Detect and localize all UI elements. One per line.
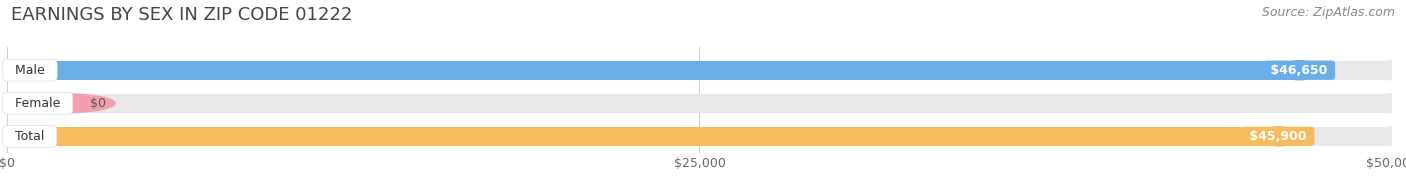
Ellipse shape xyxy=(0,94,24,113)
Text: Female: Female xyxy=(7,97,69,110)
Ellipse shape xyxy=(1375,94,1406,113)
Text: Source: ZipAtlas.com: Source: ZipAtlas.com xyxy=(1261,6,1395,19)
Ellipse shape xyxy=(10,94,115,113)
Ellipse shape xyxy=(0,127,24,146)
Ellipse shape xyxy=(0,61,24,80)
Bar xyxy=(7,127,1278,146)
Ellipse shape xyxy=(1261,127,1296,146)
Text: EARNINGS BY SEX IN ZIP CODE 01222: EARNINGS BY SEX IN ZIP CODE 01222 xyxy=(11,6,353,24)
Text: $45,900: $45,900 xyxy=(1246,130,1312,143)
Text: $46,650: $46,650 xyxy=(1267,64,1331,77)
Bar xyxy=(7,61,1392,80)
Ellipse shape xyxy=(1375,127,1406,146)
Ellipse shape xyxy=(0,127,24,146)
Ellipse shape xyxy=(1375,61,1406,80)
Bar xyxy=(7,94,1392,113)
Text: Male: Male xyxy=(7,64,53,77)
Text: Total: Total xyxy=(7,130,52,143)
Ellipse shape xyxy=(1282,61,1316,80)
Text: $0: $0 xyxy=(90,97,105,110)
Ellipse shape xyxy=(0,94,24,113)
Bar xyxy=(7,61,1299,80)
Bar xyxy=(7,127,1392,146)
Ellipse shape xyxy=(0,61,24,80)
